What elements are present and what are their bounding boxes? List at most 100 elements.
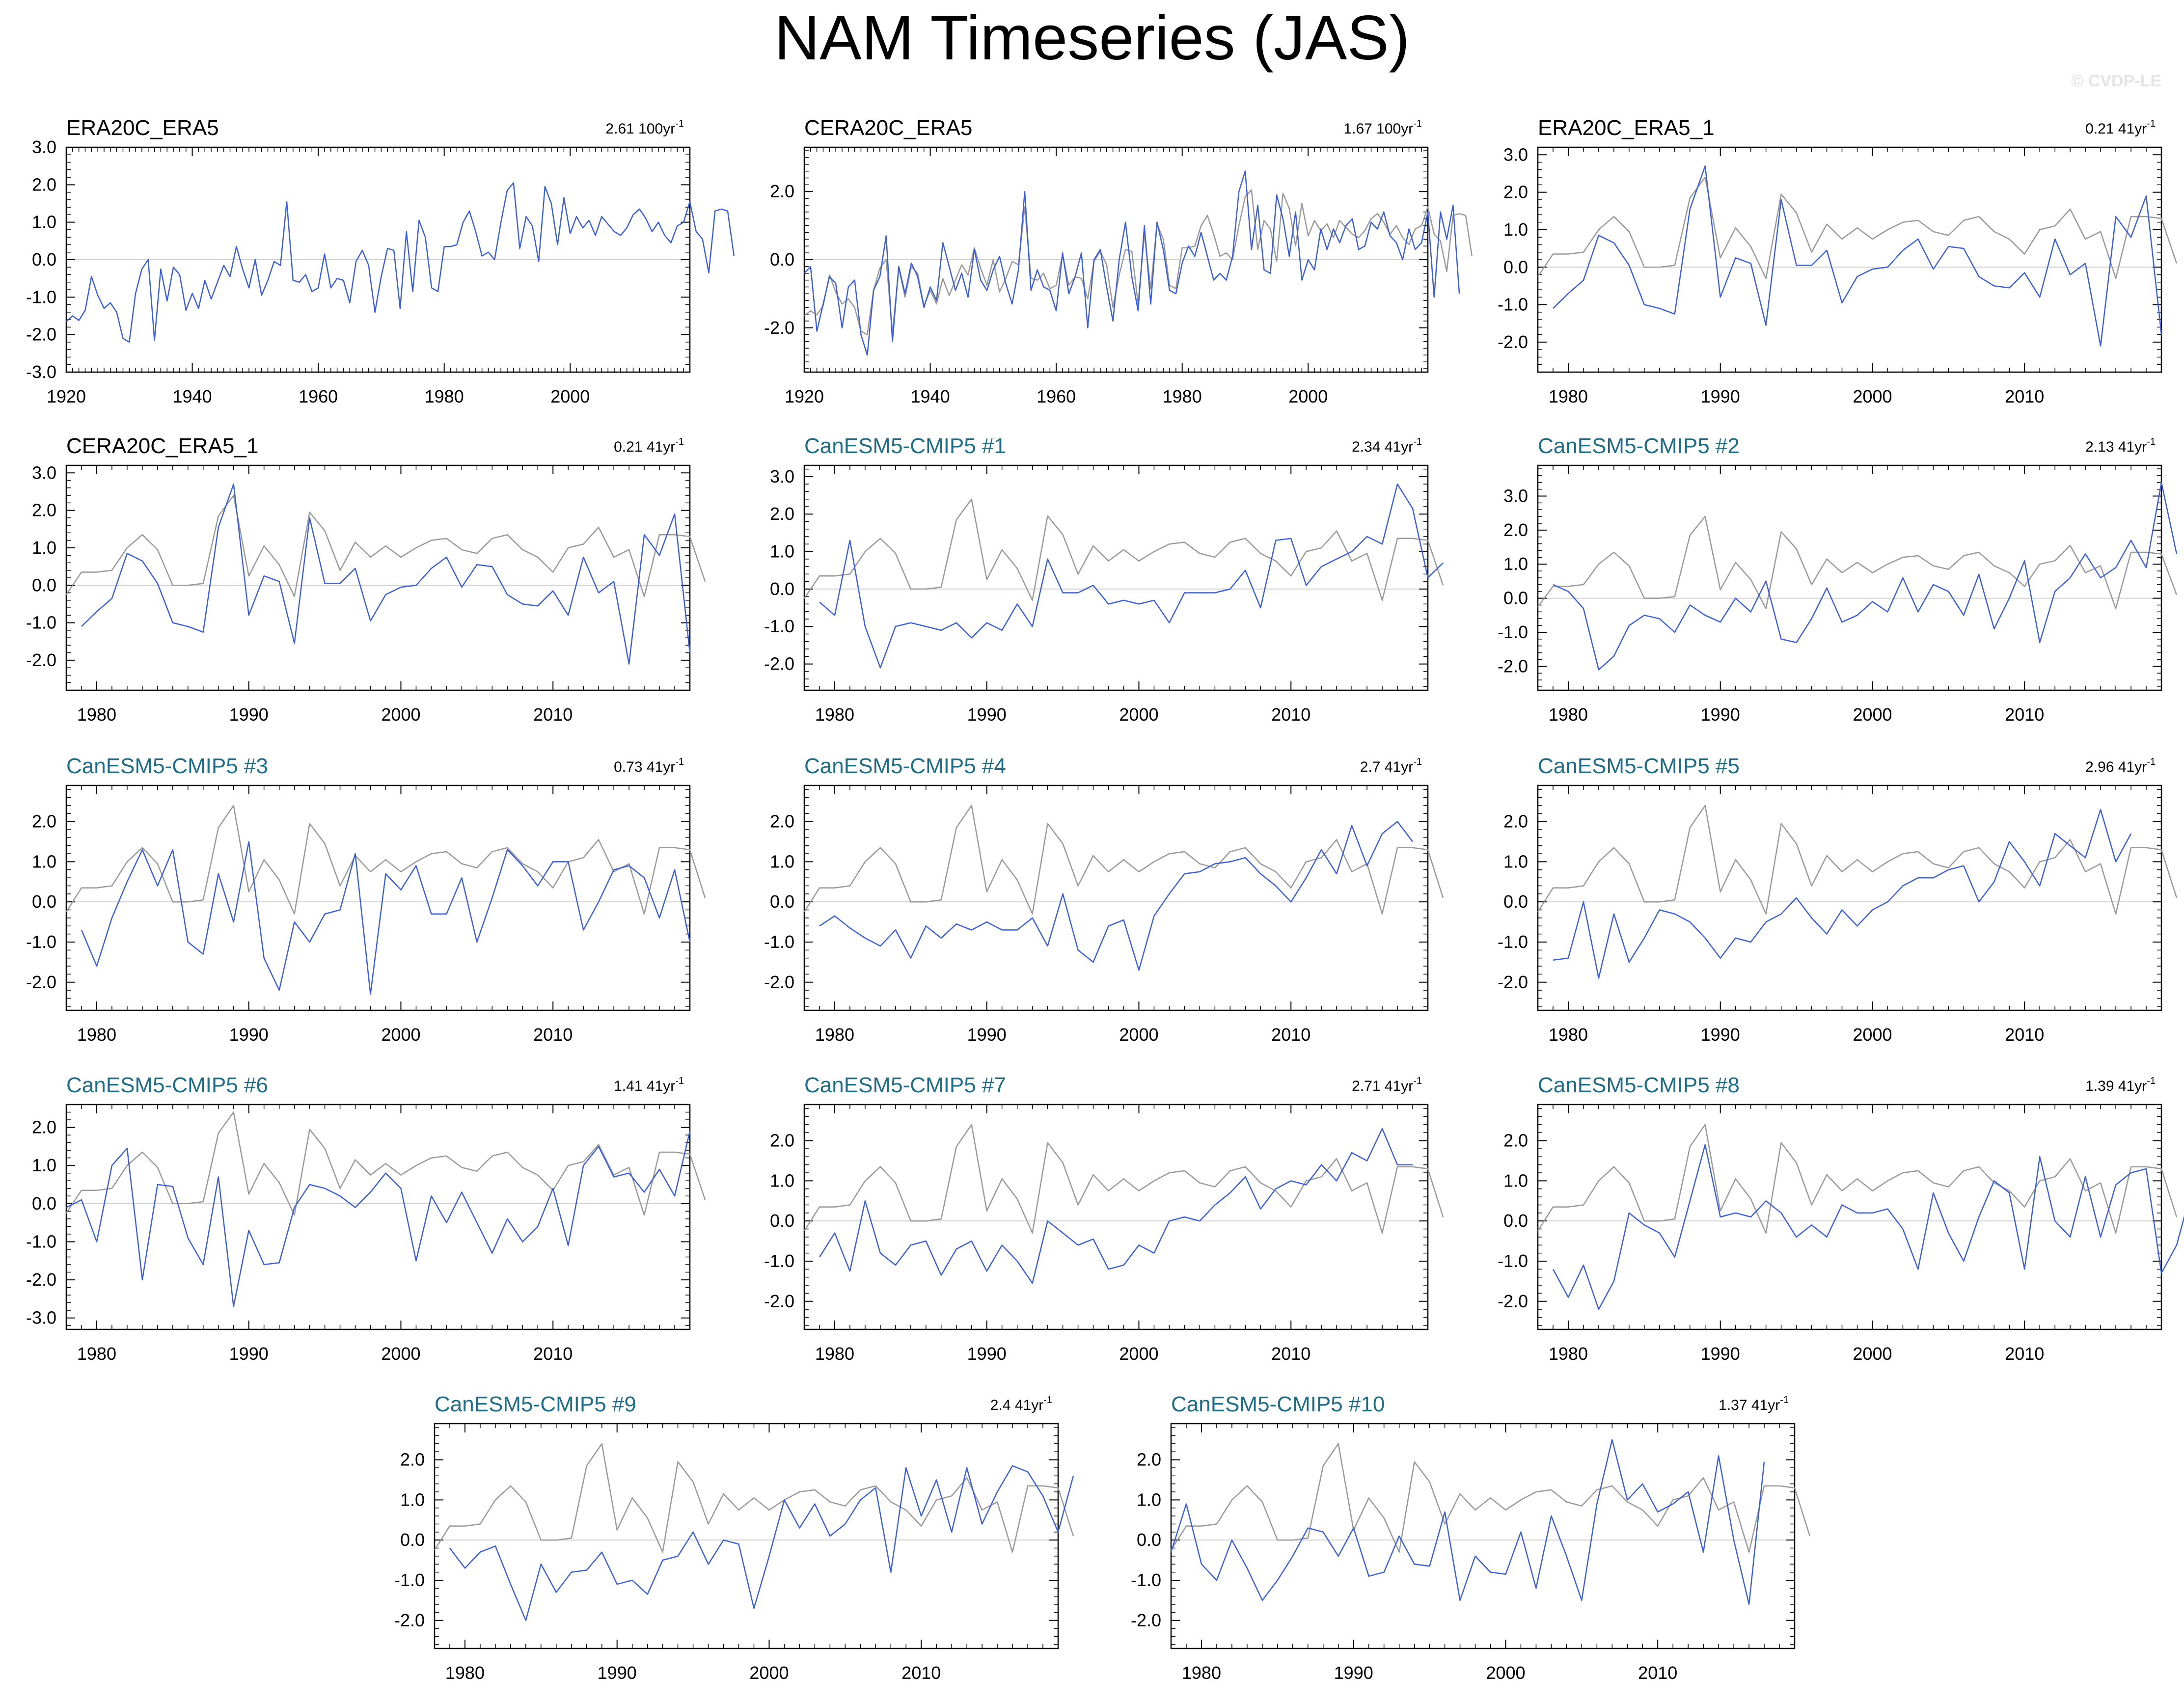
y-tick-label: -2.0: [764, 972, 794, 992]
trend-value: 1.67: [1343, 121, 1372, 137]
x-tick-label: 1990: [967, 1025, 1007, 1045]
y-tick-label: -1.0: [394, 1570, 425, 1590]
panel-title: ERA20C_ERA5: [66, 116, 219, 140]
y-tick-label: 0.0: [770, 579, 794, 599]
trend-value: 2.96: [2085, 759, 2114, 775]
y-tick-label: -1.0: [1498, 622, 1528, 642]
trend-value: 2.34: [1352, 439, 1380, 455]
minor-ticks: [66, 785, 690, 1010]
trend-value: 2.13: [2085, 439, 2114, 455]
panel-8: 1980 1990 2000 2010 -2.0 -1.0 0.0 1.0 2.0 CanESM5…: [764, 754, 1444, 1045]
y-tick-label: 1.0: [770, 851, 794, 871]
y-tick-label: 2.0: [770, 181, 794, 201]
trend-space: [1381, 759, 1385, 775]
y-tick-label: 1.0: [770, 1170, 794, 1190]
y-tick-label: -1.0: [1498, 932, 1528, 952]
panel-7: 1980 1990 2000 2010 -2.0 -1.0 0.0 1.0 2.0 CanESM5…: [26, 754, 706, 1045]
trend-label: 0.21 41yr-1: [2085, 118, 2156, 137]
x-tick-label: 1940: [911, 386, 950, 406]
trend-value: 2.71: [1352, 1078, 1380, 1094]
trend-unit: 41yr: [647, 759, 675, 775]
trend-unit: 100yr: [1376, 121, 1413, 137]
y-tick-label: 2.0: [770, 1131, 794, 1151]
trend-label: 2.71 41yr-1: [1352, 1076, 1422, 1094]
series-line-model: [66, 1131, 691, 1307]
series-line-reference: [1170, 1443, 1811, 1553]
y-tick-label: -2.0: [1498, 332, 1528, 352]
x-tick-label: 1980: [425, 386, 464, 406]
series-line-reference: [803, 1124, 1444, 1234]
trend-exponent: -1: [1413, 118, 1422, 129]
y-tick-label: -1.0: [1498, 295, 1528, 315]
trend-exponent: -1: [1413, 436, 1422, 447]
x-tick-label: 1920: [47, 386, 86, 406]
y-tick-label: 0.0: [32, 575, 56, 595]
panel-title: CanESM5-CMIP5 #6: [66, 1073, 268, 1097]
trend-value: 2.4: [990, 1397, 1011, 1413]
x-tick-label: 1980: [77, 1025, 116, 1045]
series-line-reference: [434, 1443, 1074, 1553]
trend-label: 0.21 41yr-1: [614, 436, 684, 455]
trend-value: 2.61: [605, 121, 634, 137]
trend-exponent: -1: [675, 756, 684, 767]
trend-unit: 41yr: [1015, 1397, 1043, 1413]
trend-space: [1381, 439, 1385, 455]
x-tick-label: 1960: [1037, 386, 1076, 406]
series-line-model: [819, 483, 1444, 669]
panel-1: 1920 1940 1960 1980 2000 -3.0 -2.0 -1.0 0.0 1.0 2.…: [26, 116, 735, 406]
y-tick-label: 2.0: [32, 174, 56, 194]
x-tick-label: 1980: [1163, 386, 1202, 406]
trend-label: 0.73 41yr-1: [614, 756, 684, 775]
trend-unit: 41yr: [1385, 439, 1413, 455]
plot-frame: [434, 1423, 1059, 1649]
y-tick-label: 0.0: [1503, 257, 1528, 277]
x-tick-label: 2010: [2005, 1344, 2044, 1364]
y-tick-label: -1.0: [26, 287, 56, 307]
y-tick-label: 0.0: [32, 891, 56, 912]
plot-frame: [803, 464, 1429, 691]
y-tick-label: -1.0: [26, 613, 56, 633]
page-title: NAM Timeseries (JAS): [774, 3, 1410, 73]
x-tick-label: 2010: [1271, 1344, 1310, 1364]
x-tick-label: 1980: [815, 1344, 854, 1364]
x-tick-label: 1990: [1701, 386, 1740, 406]
series-line-model: [1553, 482, 2178, 671]
x-tick-label: 1990: [967, 704, 1007, 725]
x-tick-label: 1990: [967, 1344, 1007, 1364]
minor-ticks: [1537, 1105, 2162, 1329]
series-line-reference: [804, 189, 1473, 335]
panel-9: 1980 1990 2000 2010 -2.0 -1.0 0.0 1.0 2.0 CanESM5…: [1498, 754, 2178, 1045]
trend-unit: 41yr: [1751, 1397, 1780, 1413]
y-tick-label: 3.0: [1503, 486, 1528, 506]
series-line-model: [1170, 1439, 1765, 1605]
y-tick-label: 1.0: [32, 851, 56, 871]
x-tick-label: 2000: [1853, 1344, 1892, 1364]
plot-frame: [803, 1104, 1429, 1330]
x-tick-label: 2010: [533, 1344, 573, 1364]
trend-space: [1011, 1397, 1015, 1413]
x-tick-label: 1980: [1549, 1344, 1588, 1364]
series-line-reference: [803, 498, 1444, 601]
x-tick-label: 2010: [533, 1025, 573, 1045]
panel-12: 1980 1990 2000 2010 -2.0 -1.0 0.0 1.0 2.0 CanESM5…: [1498, 1073, 2184, 1364]
y-tick-label: 0.0: [770, 249, 794, 270]
panel-title: CanESM5-CMIP5 #4: [804, 754, 1006, 778]
trend-space: [2114, 439, 2118, 455]
minor-ticks: [804, 1105, 1428, 1329]
y-tick-label: 1.0: [1137, 1489, 1161, 1510]
trend-label: 2.7 41yr-1: [1360, 756, 1422, 775]
y-tick-label: 2.0: [770, 504, 794, 524]
minor-ticks: [804, 785, 1428, 1010]
x-tick-label: 1940: [173, 386, 212, 406]
trend-value: 0.73: [614, 759, 642, 775]
x-tick-label: 2000: [1853, 1025, 1892, 1045]
y-tick-label: 2.0: [1503, 520, 1528, 540]
minor-ticks: [1537, 785, 2162, 1010]
trend-label: 2.96 41yr-1: [2085, 756, 2156, 775]
series-line-model: [66, 182, 735, 343]
series-line-reference: [1537, 515, 2178, 609]
y-tick-label: 0.0: [770, 891, 794, 912]
trend-value: 0.21: [614, 439, 642, 455]
plot-frame: [1537, 1104, 2162, 1330]
